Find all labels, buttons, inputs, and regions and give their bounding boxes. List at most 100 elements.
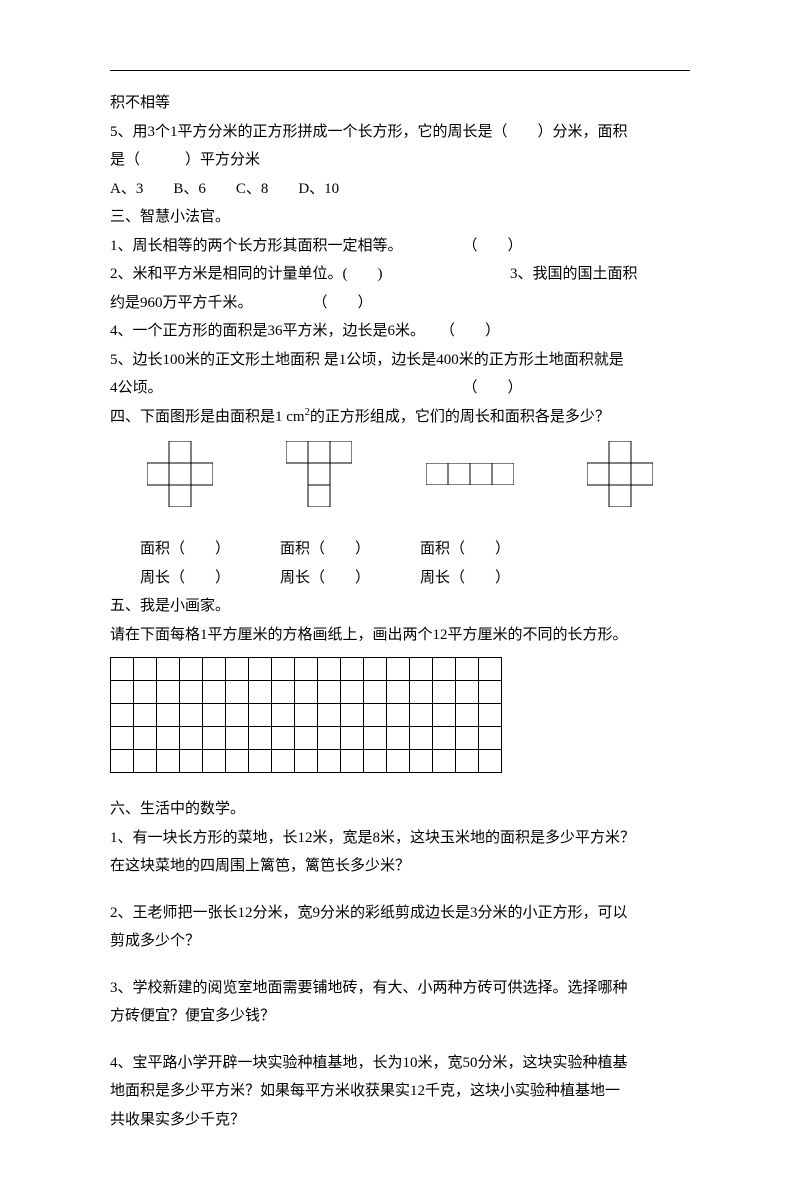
grid-cell (410, 681, 433, 704)
grid-cell (134, 704, 157, 727)
shape-t (286, 441, 352, 507)
grid-cell (341, 681, 364, 704)
grid-cell (456, 681, 479, 704)
grid-cell (180, 681, 203, 704)
q5-line1: 5、用3个1平方分米的正方形拼成一个长方形，它的周长是（ ）分米，面积 (110, 118, 690, 147)
grid-table (110, 657, 502, 773)
s6-q3a: 3、学校新建的阅览室地面需要铺地砖，有大、小两种方砖可供选择。选择哪种 (110, 974, 690, 1003)
grid-cell (111, 704, 134, 727)
shape-row4 (426, 463, 514, 485)
s6-q1b: 在这块菜地的四周围上篱笆，篱笆长多少米？ (110, 852, 690, 881)
grid-cell (364, 750, 387, 773)
grid-cell (295, 750, 318, 773)
grid-cell (180, 658, 203, 681)
grid-cell (226, 750, 249, 773)
grid-cell (341, 658, 364, 681)
grid-cell (456, 727, 479, 750)
s6-q4c: 共收果实多少千克？ (110, 1106, 690, 1135)
grid-cell (203, 727, 226, 750)
s6-q1a: 1、有一块长方形的菜地，长12米，宽是8米，这块玉米地的面积是多少平方米？ (110, 824, 690, 853)
grid-cell (387, 727, 410, 750)
grid-cell (134, 658, 157, 681)
grid-cell (272, 658, 295, 681)
top-rule (110, 70, 690, 71)
grid-cell (111, 658, 134, 681)
grid-cell (433, 704, 456, 727)
grid-cell (410, 658, 433, 681)
grid-cell (318, 704, 341, 727)
grid-cell (387, 704, 410, 727)
shape-plus2 (587, 441, 653, 507)
label-area-1: 面积（ ） (140, 535, 230, 564)
grid-cell (272, 750, 295, 773)
section4-title-a: 四、下面图形是由面积是1 cm (110, 409, 305, 425)
grid-cell (249, 727, 272, 750)
grid-cell (295, 727, 318, 750)
s3-q3: 约是960万平方千米。 （ ） (110, 289, 690, 318)
label-perim-3: 周长（ ） (420, 564, 510, 593)
s3-q1: 1、周长相等的两个长方形其面积一定相等。 （ ） (110, 232, 690, 261)
s3-q5b: 4公顷。 （ ） (110, 374, 690, 403)
grid-cell (318, 750, 341, 773)
label-perim-2: 周长（ ） (280, 564, 370, 593)
grid-cell (433, 658, 456, 681)
grid-cell (318, 658, 341, 681)
grid-cell (226, 704, 249, 727)
grid-cell (203, 658, 226, 681)
grid-cell (157, 727, 180, 750)
q5-line2: 是（ ）平方分米 (110, 146, 690, 175)
grid-cell (111, 727, 134, 750)
grid-cell (180, 704, 203, 727)
section5-text: 请在下面每格1平方厘米的方格画纸上，画出两个12平方厘米的不同的长方形。 (110, 621, 690, 650)
section6-title: 六、生活中的数学。 (110, 795, 690, 824)
shapes-row (110, 441, 690, 507)
grid-cell (433, 750, 456, 773)
grid-cell (479, 750, 502, 773)
grid-cell (226, 658, 249, 681)
grid-cell (111, 750, 134, 773)
grid-cell (249, 681, 272, 704)
q5-options: A、3 B、6 C、8 D、10 (110, 175, 690, 204)
grid-cell (157, 704, 180, 727)
grid-cell (295, 681, 318, 704)
s6-q4a: 4、宝平路小学开辟一块实验种植基地，长为10米，宽50分米，这块实验种植基 (110, 1049, 690, 1078)
grid-cell (272, 727, 295, 750)
grid-cell (387, 750, 410, 773)
s6-q2b: 剪成多少个？ (110, 927, 690, 956)
grid-cell (433, 681, 456, 704)
grid-cell (456, 658, 479, 681)
grid-cell (295, 704, 318, 727)
document-page: 积不相等 5、用3个1平方分米的正方形拼成一个长方形，它的周长是（ ）分米，面积… (0, 0, 800, 1194)
grid-cell (318, 727, 341, 750)
label-area-2: 面积（ ） (280, 535, 370, 564)
grid-cell (272, 681, 295, 704)
grid-cell (180, 727, 203, 750)
grid-cell (387, 681, 410, 704)
grid-cell (433, 727, 456, 750)
grid-cell (226, 727, 249, 750)
grid-cell (134, 750, 157, 773)
grid-cell (364, 727, 387, 750)
grid-cell (272, 704, 295, 727)
grid-cell (203, 681, 226, 704)
label-perim-1: 周长（ ） (140, 564, 230, 593)
grid-cell (364, 704, 387, 727)
grid-cell (249, 750, 272, 773)
grid-cell (479, 727, 502, 750)
grid-cell (341, 727, 364, 750)
grid-cell (479, 658, 502, 681)
s3-q5a: 5、边长100米的正文形土地面积 是1公顷，边长是400米的正方形土地面积就是 (110, 346, 690, 375)
grid-cell (479, 704, 502, 727)
grid-draw-area (110, 657, 690, 773)
grid-cell (157, 750, 180, 773)
grid-cell (341, 750, 364, 773)
section3-title: 三、智慧小法官。 (110, 203, 690, 232)
s6-q4b: 地面积是多少平方米？如果每平方米收获果实12千克，这块小实验种植基地一 (110, 1077, 690, 1106)
grid-cell (180, 750, 203, 773)
labels-row-area: 面积（ ） 面积（ ） 面积（ ） (140, 535, 690, 564)
grid-cell (456, 704, 479, 727)
grid-cell (410, 704, 433, 727)
section4-title: 四、下面图形是由面积是1 cm2的正方形组成，它们的周长和面积各是多少？ (110, 403, 690, 432)
grid-cell (203, 704, 226, 727)
shape-plus (147, 441, 213, 507)
